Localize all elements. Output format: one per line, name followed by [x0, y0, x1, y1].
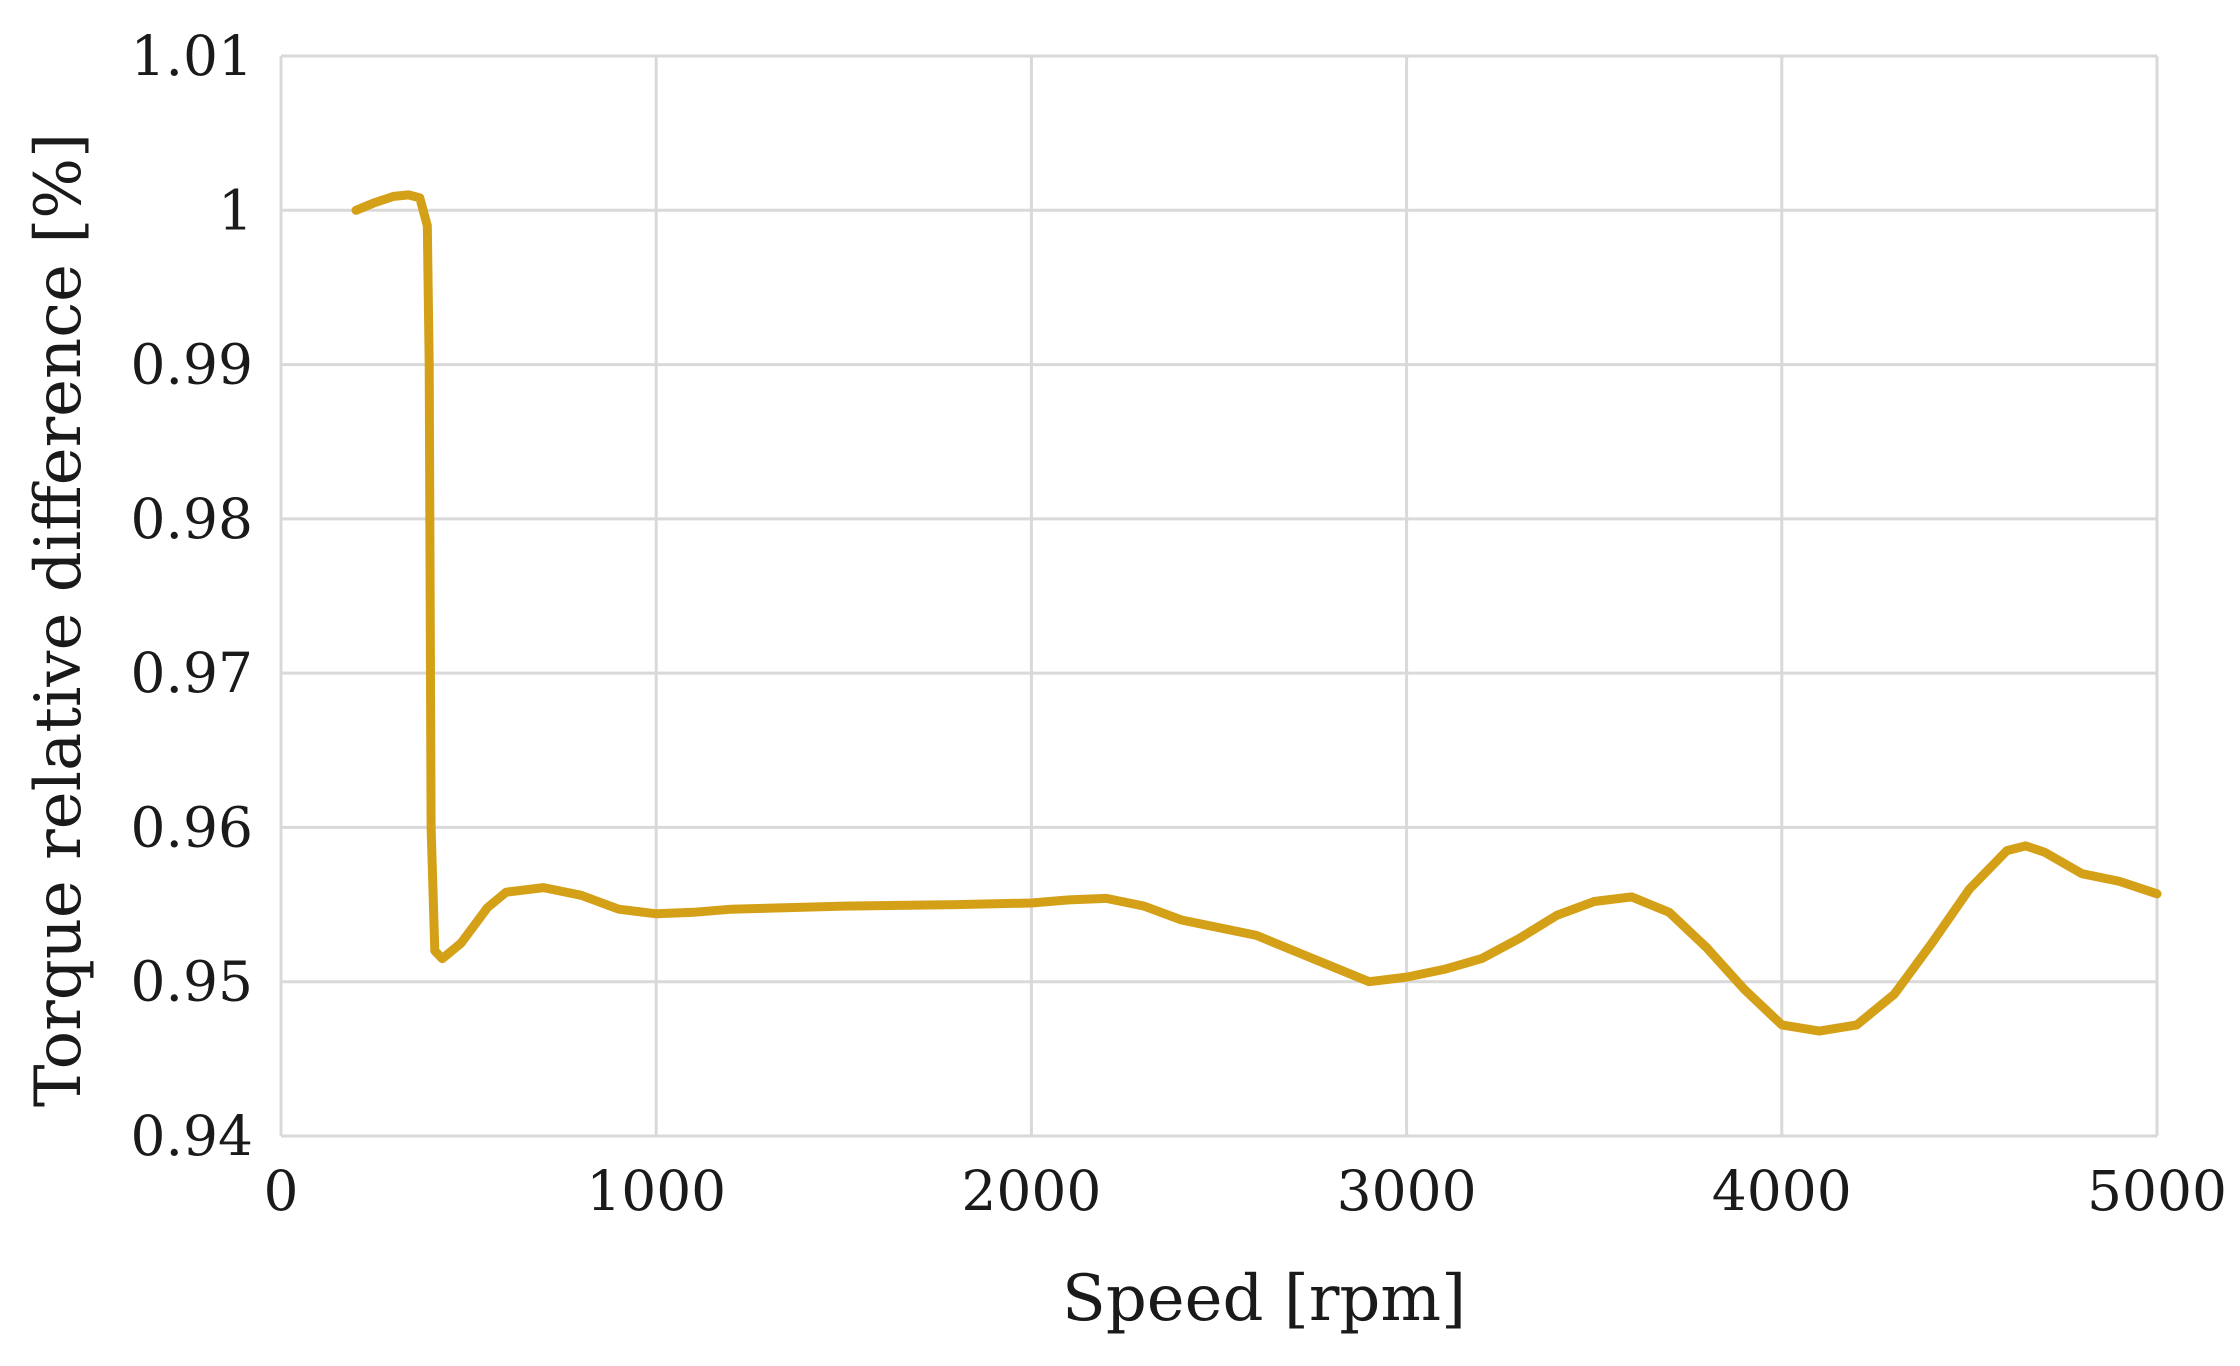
x-tick-label: 5000: [2087, 1159, 2227, 1223]
x-tick-label: 3000: [1337, 1159, 1477, 1223]
y-tick-labels: 0.94 0.95 0.96 0.97 0.98 0.99 1 1.01: [131, 24, 253, 1168]
x-axis-title: Speed [rpm]: [1062, 1262, 1466, 1336]
y-tick-label: 0.95: [131, 950, 253, 1014]
axes: [279, 56, 2157, 1138]
x-tick-label: 4000: [1712, 1159, 1852, 1223]
series-line-0: [351, 190, 2162, 1036]
y-tick-label: 0.98: [131, 487, 253, 551]
x-tick-label: 2000: [961, 1159, 1101, 1223]
x-tick-label: 0: [264, 1159, 299, 1223]
y-tick-label: 0.99: [131, 333, 253, 397]
y-tick-label: 0.97: [131, 641, 253, 705]
series-group: [351, 190, 2162, 1036]
y-axis-title: Torque relative difference [%]: [22, 133, 96, 1107]
y-tick-label: 0.96: [131, 795, 253, 859]
x-tick-labels: 0 1000 2000 3000 4000 5000: [264, 1159, 2227, 1223]
grid-lines: [279, 54, 2159, 1138]
y-tick-label: 1.01: [131, 24, 253, 88]
y-tick-label: 0.94: [131, 1104, 253, 1168]
y-tick-label: 1: [218, 178, 253, 242]
x-tick-label: 1000: [586, 1159, 726, 1223]
